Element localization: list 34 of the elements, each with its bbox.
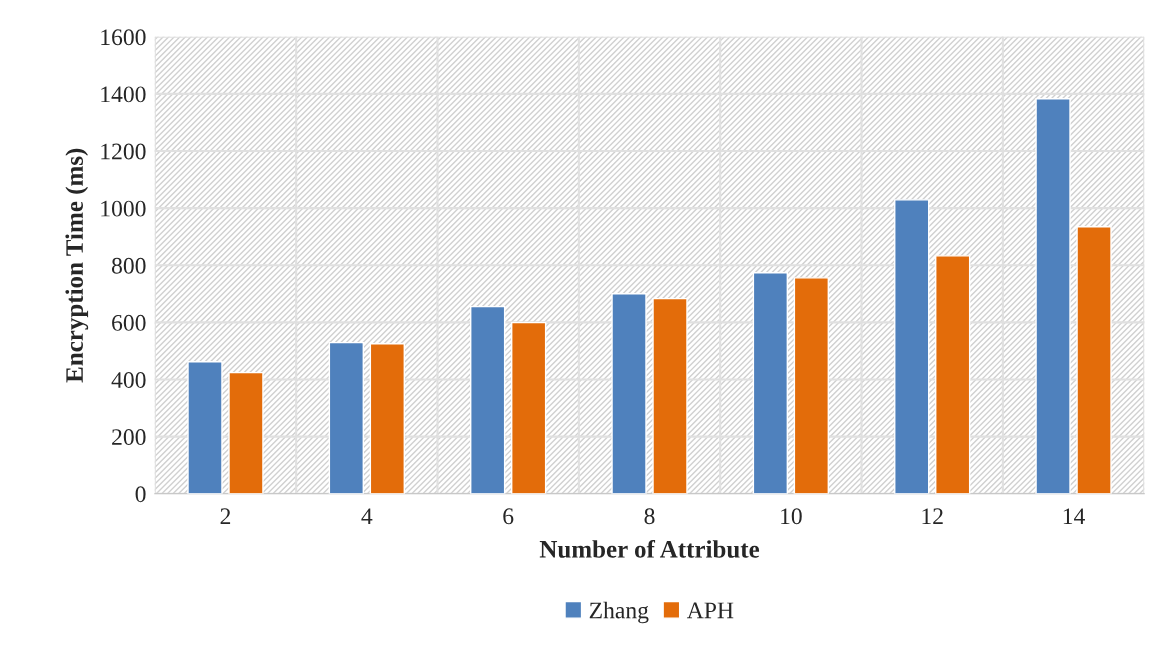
bar [228,371,264,494]
x-tick-label: 14 [1063,508,1085,524]
x-tick-label: 2 [220,508,231,524]
bar [187,361,223,494]
x-tick-label: 12 [922,508,943,524]
x-tick-label: 4 [361,508,373,524]
y-tick-label: 1000 [101,200,146,217]
x-tick-label: 6 [503,508,514,525]
bar [1035,98,1071,494]
bar [793,277,830,494]
bar [611,293,647,494]
bar [470,305,506,494]
legend-label: Zhang [589,601,649,624]
bar [894,199,930,494]
y-tick-label: 200 [112,429,146,446]
x-axis-title: Number of Attribute [539,539,760,558]
y-axis-title: Encryption Time (ms) [65,148,89,383]
y-tick-label: 400 [111,371,146,388]
y-tick-label: 600 [112,314,146,331]
x-tick-label: 10 [781,508,802,525]
y-tick-label: 0 [135,486,146,503]
y-tick-label: 800 [111,257,146,274]
bar [652,297,688,494]
legend-label: APH [686,602,734,619]
bar [752,271,789,494]
bar [935,255,971,494]
y-tick-label: 1200 [101,143,146,160]
x-tick-label: 8 [644,508,655,525]
bar [328,341,364,494]
y-tick-label: 1600 [101,29,146,46]
bar [511,321,547,494]
y-tick-label: 1400 [101,86,146,103]
bar [369,343,405,494]
bar [1076,226,1112,494]
